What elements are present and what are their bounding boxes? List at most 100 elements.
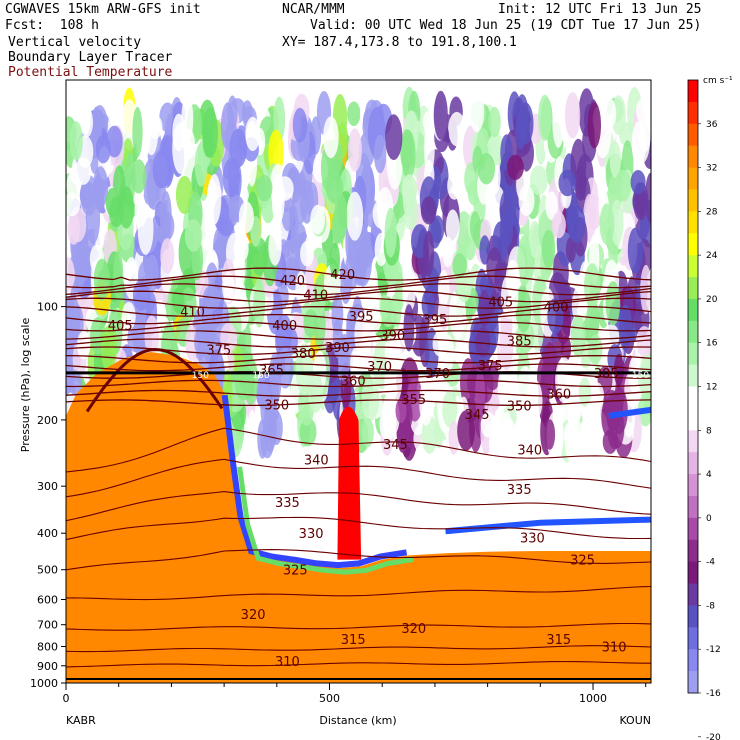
- theta-contour-label: 405: [108, 319, 133, 334]
- theta-contour-label: 150: [632, 371, 649, 381]
- colorbar-swatch: [688, 255, 698, 278]
- y-tick-label: 500: [37, 564, 58, 577]
- theta-contour-label: 335: [507, 483, 532, 498]
- colorbar-tick-label: 36: [706, 120, 718, 130]
- colorbar-swatch: [688, 474, 698, 497]
- isentrope-upper: [66, 379, 651, 388]
- theta-contour-label: 305: [594, 367, 619, 382]
- init-time: Init: 12 UTC Fri 13 Jun 25: [498, 2, 702, 17]
- theta-contour-label: 375: [206, 344, 231, 359]
- theta-contour-label: 370: [425, 367, 450, 382]
- isentrope-upper: [66, 313, 651, 325]
- isentrope-lower: [66, 427, 651, 473]
- y-tick-label: 400: [37, 527, 58, 540]
- theta-contour-label: 365: [259, 364, 284, 379]
- colorbar-tick-label: 20: [706, 295, 718, 305]
- colorbar-tick-label: -20: [706, 733, 721, 740]
- colorbar-swatch: [688, 430, 698, 453]
- colorbar-swatch: [688, 408, 698, 431]
- colorbar-swatch: [688, 233, 698, 256]
- colorbar-swatch: [688, 583, 698, 606]
- end-station-label: KOUN: [619, 714, 651, 727]
- theta-contour-label: 410: [180, 305, 205, 320]
- colorbar-tick-label: 28: [706, 207, 718, 217]
- theta-contour-label: 340: [304, 454, 329, 469]
- theta-contour-label: 330: [520, 531, 545, 546]
- isentrope-upper: [66, 290, 651, 303]
- theta-contour-label: 390: [380, 329, 405, 344]
- colorbar-units: cm s⁻¹: [703, 76, 733, 86]
- theta-contour-label: 355: [401, 393, 426, 408]
- theta-contour-label: 405: [488, 296, 513, 311]
- y-tick-label: 300: [37, 480, 58, 493]
- theta-contour-label: 310: [275, 655, 300, 670]
- theta-contour-label: 360: [341, 374, 366, 389]
- forecast-hour: Fcst: 108 h: [5, 18, 99, 33]
- theta-contour-label: 380: [291, 347, 316, 362]
- theta-contour-label: 420: [330, 268, 355, 283]
- valid-time: Valid: 00 UTC Wed 18 Jun 25 (19 CDT Tue …: [310, 18, 702, 33]
- colorbar-tick-label: 24: [706, 251, 718, 261]
- colorbar-swatch: [688, 671, 698, 694]
- colorbar-swatch: [688, 561, 698, 585]
- theta-contour-label: 395: [422, 313, 447, 328]
- isentrope-upper: [66, 389, 651, 397]
- upper-blue-streak: [608, 406, 651, 419]
- isentrope-upper: [66, 305, 651, 317]
- field-boundary-layer-tracer: Boundary Layer Tracer: [8, 50, 173, 65]
- x-tick-label: 0: [63, 692, 70, 705]
- isentrope-lower: [66, 549, 651, 571]
- isentrope-dome: [85, 347, 224, 413]
- colorbar-tick-label: 32: [706, 164, 717, 174]
- colorbar-tick-label: -8: [706, 601, 715, 611]
- theta-contour-label: 390: [325, 341, 350, 356]
- colorbar-swatch: [688, 80, 698, 103]
- isentrope-lower: [66, 491, 651, 522]
- colorbar-swatch: [688, 298, 698, 322]
- theta-contour-label: 320: [401, 622, 426, 637]
- x-axis-label: Distance (km): [319, 714, 396, 727]
- theta-contour-label: 420: [280, 274, 305, 289]
- colorbar-swatch: [688, 495, 698, 519]
- organization: NCAR/MMM: [282, 2, 345, 17]
- isentrope-upper: [66, 283, 651, 296]
- cross-section-endpoints: XY= 187.4,173.8 to 191.8,100.1: [282, 35, 517, 50]
- y-tick-label: 600: [37, 593, 58, 606]
- isentrope-lower: [66, 661, 651, 668]
- colorbar-swatch: [688, 539, 698, 563]
- colorbar-tick-label: -4: [706, 558, 715, 568]
- isentrope-upper: [66, 399, 651, 407]
- theta-contour-label: 335: [275, 496, 300, 511]
- field-potential-temperature: Potential Temperature: [8, 65, 173, 80]
- boundary-layer-tracer-region: [66, 352, 651, 683]
- y-tick-label: 200: [37, 414, 58, 427]
- isentrope-upper: [66, 330, 651, 340]
- y-axis-label: Pressure (hPa), log scale: [19, 318, 32, 453]
- colorbar-tick-label: 0: [706, 514, 712, 524]
- theta-contour-label: 400: [544, 301, 569, 316]
- x-tick-label: 500: [319, 692, 340, 705]
- theta-contour-label: 350: [507, 399, 532, 414]
- colorbar-swatch: [688, 123, 698, 147]
- colorbar-swatch: [688, 364, 698, 387]
- colorbar-swatch: [688, 386, 698, 409]
- theta-contour-label: 400: [272, 319, 297, 334]
- y-tick-label: 900: [37, 660, 58, 673]
- colorbar-swatch: [688, 167, 698, 190]
- isentrope-lower: [66, 622, 651, 631]
- colorbar-swatch: [688, 452, 698, 475]
- isentrope-upper: [66, 363, 651, 372]
- colorbar-swatch: [688, 342, 698, 366]
- x-tick-label: 1000: [579, 692, 607, 705]
- colorbar-tick-label: 12: [706, 383, 717, 393]
- isentrope-upper: [66, 321, 651, 332]
- theta-contour-label: 325: [570, 554, 595, 569]
- isentrope-lower: [66, 645, 651, 653]
- colorbar-swatch: [688, 101, 698, 125]
- mixed-layer-edge-inner: [237, 466, 414, 575]
- theta-contour-label: 330: [299, 527, 324, 542]
- y-tick-label: 100: [37, 301, 58, 314]
- isentrope-lower: [66, 458, 651, 498]
- colorbar: 36 32 28 24 20 16 12 8 4 0 -4 -8 -12 -16 -20: [687, 79, 721, 740]
